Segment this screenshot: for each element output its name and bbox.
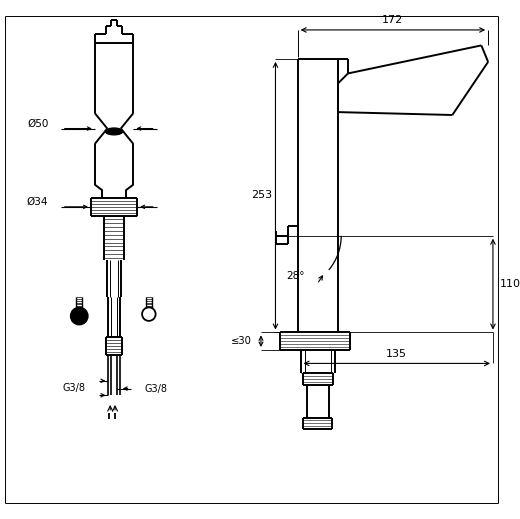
Text: Ø34: Ø34 — [27, 197, 48, 207]
Ellipse shape — [106, 128, 123, 135]
Text: G3/8: G3/8 — [62, 383, 85, 392]
Text: 172: 172 — [382, 15, 403, 25]
Text: Ø50: Ø50 — [27, 119, 48, 129]
Text: 28°: 28° — [287, 271, 305, 281]
Text: 253: 253 — [251, 190, 272, 200]
Text: 135: 135 — [386, 349, 407, 359]
Text: G3/8: G3/8 — [145, 384, 168, 393]
Circle shape — [71, 307, 88, 325]
Text: 110: 110 — [500, 279, 520, 289]
Text: ≤30: ≤30 — [230, 336, 251, 346]
